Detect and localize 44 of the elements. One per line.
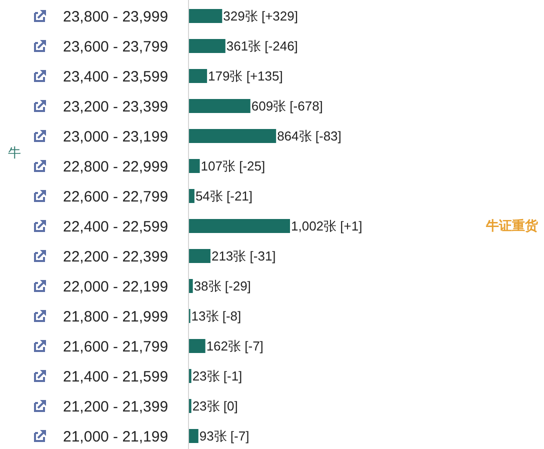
- bar: [189, 189, 194, 203]
- y-tick-label: 22,400 - 22,599: [63, 218, 168, 236]
- y-tick-label: 22,800 - 22,999: [63, 158, 168, 176]
- y-tick-label: 23,000 - 23,199: [63, 128, 168, 146]
- bar: [189, 9, 222, 23]
- data-label: 13张 [-8]: [191, 308, 242, 324]
- y-tick-label: 22,600 - 22,799: [63, 188, 168, 206]
- bar: [189, 339, 206, 353]
- y-tick-label: 22,200 - 22,399: [63, 248, 168, 266]
- data-label: 54张 [-21]: [195, 188, 253, 204]
- y-tick-label: 21,400 - 21,599: [63, 368, 168, 386]
- data-label: 179张 [+135]: [208, 68, 283, 84]
- bar: [189, 159, 200, 173]
- y-tick-label: 22,000 - 22,199: [63, 278, 168, 296]
- data-label: 609张 [-678]: [251, 98, 323, 114]
- data-label: 361张 [-246]: [226, 38, 298, 54]
- data-label: 864张 [-83]: [277, 128, 342, 144]
- data-label: 107张 [-25]: [200, 158, 266, 174]
- y-tick-label: 21,800 - 21,999: [63, 308, 168, 326]
- y-tick-label: 21,000 - 21,199: [63, 428, 168, 446]
- text: 牛: [8, 145, 21, 160]
- data-label: 23张 [0]: [192, 398, 238, 414]
- data-label: 93张 [-7]: [199, 428, 250, 444]
- data-label: 329张 [+329]: [223, 8, 298, 24]
- bar: [189, 99, 250, 113]
- bar: [189, 279, 193, 293]
- y-tick-label: 23,600 - 23,799: [63, 38, 168, 56]
- data-label: 213张 [-31]: [211, 248, 276, 264]
- data-label: 23张 [-1]: [192, 368, 242, 384]
- y-tick-label: 23,400 - 23,599: [63, 68, 168, 86]
- data-label: 1,002张 [+1]: [291, 218, 362, 234]
- bar: [189, 39, 226, 53]
- bar: [189, 249, 210, 263]
- data-label: 162张 [-7]: [206, 338, 264, 354]
- bar: [189, 129, 276, 143]
- y-tick-label: 23,200 - 23,399: [63, 98, 168, 116]
- y-tick-label: 21,600 - 21,799: [63, 338, 168, 356]
- y-tick-label: 21,200 - 21,399: [63, 398, 168, 416]
- bar: [189, 69, 208, 83]
- bar: [189, 219, 290, 233]
- text: 牛证重货: [485, 218, 539, 233]
- data-label: 38张 [-29]: [194, 278, 251, 294]
- y-tick-label: 23,800 - 23,999: [63, 8, 168, 26]
- bar: [189, 429, 198, 443]
